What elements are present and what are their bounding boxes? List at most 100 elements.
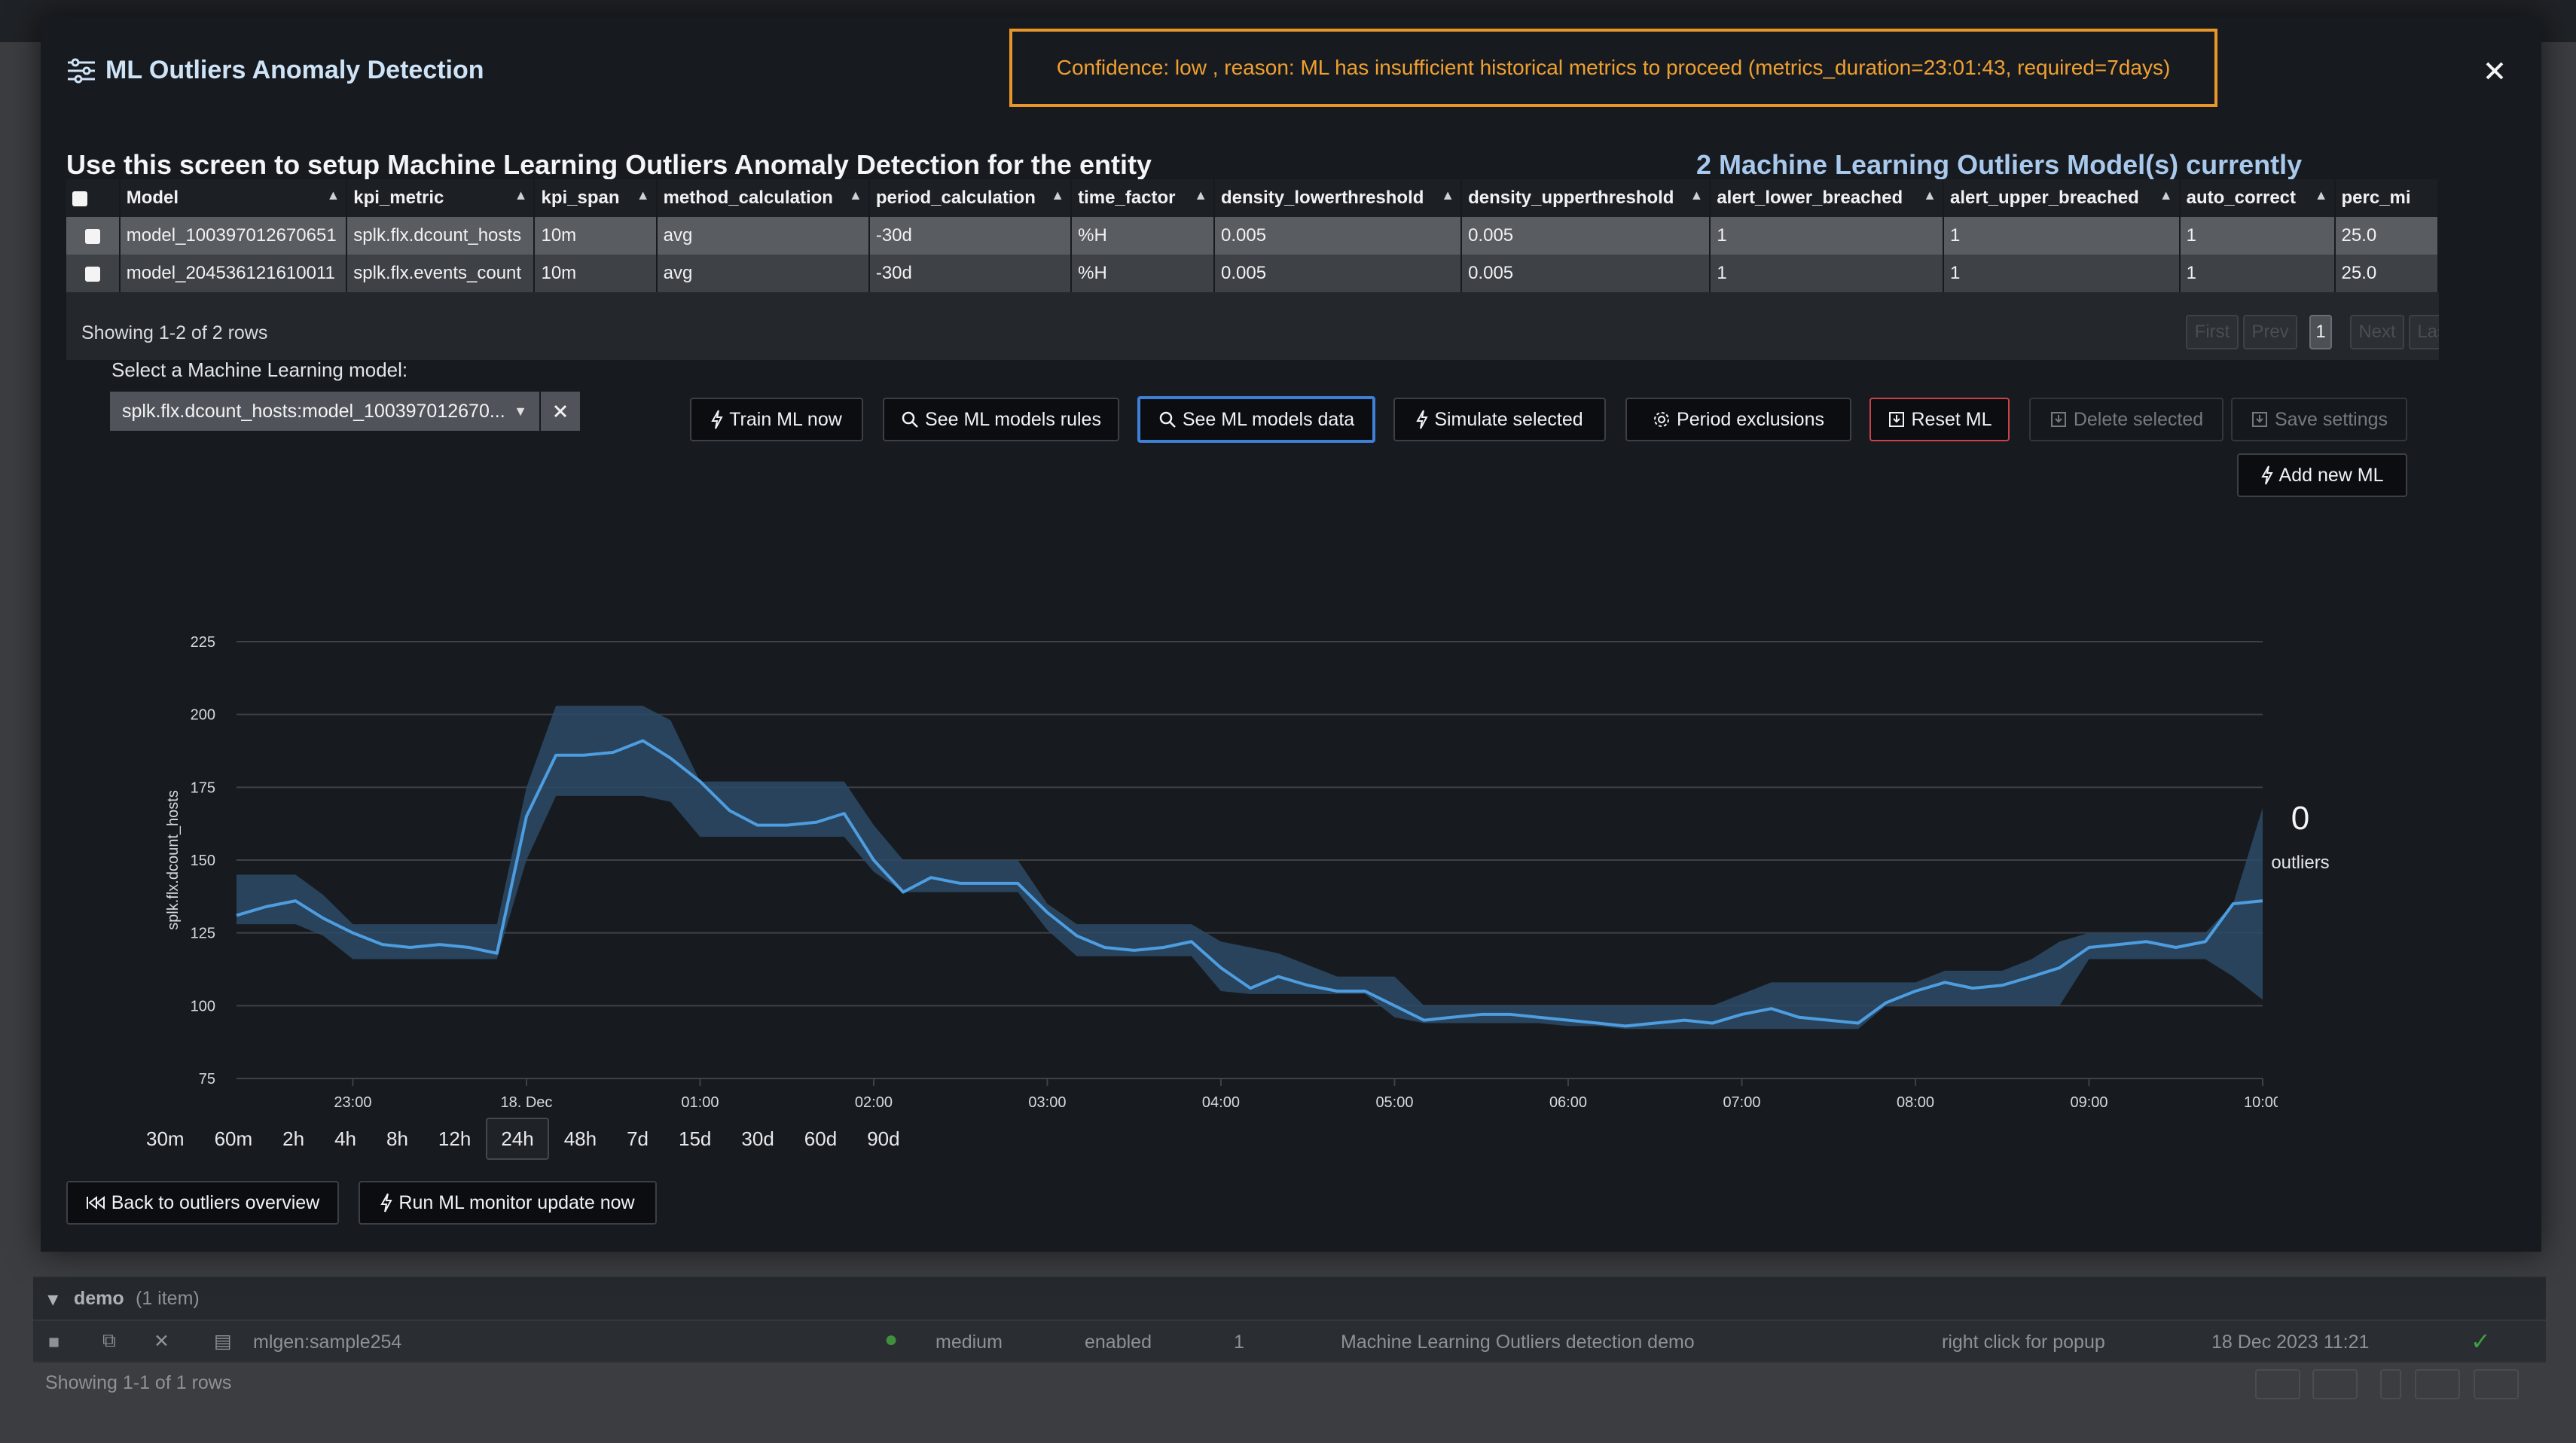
cell-auto-correct: 1 xyxy=(2179,217,2336,255)
delete-selected-button[interactable]: Delete selected xyxy=(2029,398,2223,441)
col-kpi-span[interactable]: kpi_span ▲ xyxy=(534,179,658,217)
range-24h[interactable]: 24h xyxy=(486,1118,549,1160)
cell-perc-min: 25.0 xyxy=(2334,255,2439,292)
y-axis-label: splk.flx.dcount_hosts xyxy=(165,790,182,930)
range-60d[interactable]: 60d xyxy=(804,1127,838,1150)
sort-icon: ▲ xyxy=(2159,188,2173,203)
see-ml-data-button[interactable]: See ML models data xyxy=(1137,396,1375,443)
close-icon[interactable] xyxy=(2480,56,2510,86)
x-tick-label: 09:00 xyxy=(2070,1094,2107,1111)
range-60m[interactable]: 60m xyxy=(214,1127,253,1150)
train-ml-button[interactable]: Train ML now xyxy=(690,398,863,441)
col-method-calculation[interactable]: method_calculation ▲ xyxy=(656,179,870,217)
col-kpi-metric[interactable]: kpi_metric ▲ xyxy=(346,179,536,217)
sort-icon: ▲ xyxy=(2314,188,2328,203)
chart-y-ticks: 225 200 175 150 125 100 75 xyxy=(191,634,215,1088)
last-update: 18 Dec 2023 11:21 xyxy=(2211,1332,2370,1353)
cell-kpi-metric: splk.flx.events_count xyxy=(346,255,536,292)
ml-outliers-modal: ML Outliers Anomaly Detection Confidence… xyxy=(41,17,2541,1252)
bg-page-last xyxy=(2474,1369,2519,1399)
cell-period-calculation: -30d xyxy=(868,255,1073,292)
run-ml-monitor-button[interactable]: Run ML monitor update now xyxy=(359,1181,657,1225)
sort-icon: ▲ xyxy=(1689,188,1704,203)
back-to-overview-button[interactable]: Back to outliers overview xyxy=(66,1181,339,1225)
series-line xyxy=(236,739,2263,1028)
col-time-factor[interactable]: time_factor ▲ xyxy=(1071,179,1216,217)
bg-page-prev xyxy=(2312,1369,2358,1399)
page-first-button[interactable]: First xyxy=(2186,315,2239,349)
range-15d[interactable]: 15d xyxy=(679,1127,712,1150)
sort-icon: ▲ xyxy=(849,188,862,203)
bg-page-next xyxy=(2415,1369,2460,1399)
range-12h[interactable]: 12h xyxy=(438,1127,472,1150)
models-count: 2 Machine Learning Outliers Model(s) cur… xyxy=(1696,149,2303,180)
object-name: mlgen:sample254 xyxy=(253,1332,402,1353)
row-checkbox[interactable] xyxy=(66,217,121,255)
modal-title: ML Outliers Anomaly Detection xyxy=(66,56,484,85)
select-all-checkbox[interactable] xyxy=(66,179,121,217)
cell-model: model_204536121610011 xyxy=(119,255,348,292)
sort-icon: ▲ xyxy=(636,188,650,203)
reset-ml-button[interactable]: Reset ML xyxy=(1869,398,2010,441)
save-settings-button[interactable]: Save settings xyxy=(2231,398,2407,441)
range-30d[interactable]: 30d xyxy=(741,1127,774,1150)
col-auto-correct[interactable]: auto_correct ▲ xyxy=(2179,179,2336,217)
col-alert-lower-breached[interactable]: alert_lower_breached ▲ xyxy=(1710,179,1944,217)
page-current[interactable]: 1 xyxy=(2309,315,2332,349)
x-tick-label: 02:00 xyxy=(855,1094,893,1111)
col-period-calculation[interactable]: period_calculation ▲ xyxy=(868,179,1073,217)
y-tick-label: 100 xyxy=(191,998,215,1014)
bg-page-first xyxy=(2255,1369,2300,1399)
y-tick-label: 225 xyxy=(191,634,215,651)
sort-icon: ▲ xyxy=(326,188,340,203)
background-group-row: ▾ demo (1 item) xyxy=(33,1276,2546,1319)
page-prev-button[interactable]: Prev xyxy=(2243,315,2297,349)
sort-icon: ▲ xyxy=(1441,188,1455,203)
clear-selection-button[interactable] xyxy=(541,392,580,431)
table-row[interactable]: model_100397012670651 splk.flx.dcount_ho… xyxy=(66,217,2439,255)
cell-alert-lower-breached: 1 xyxy=(1710,255,1944,292)
model-select[interactable]: splk.flx.dcount_hosts:model_100397012670… xyxy=(110,392,539,431)
sort-icon: ▲ xyxy=(1194,188,1208,203)
period-exclusions-button[interactable]: Period exclusions xyxy=(1625,398,1851,441)
col-alert-upper-breached[interactable]: alert_upper_breached ▲ xyxy=(1943,179,2181,217)
bolt-icon xyxy=(2260,465,2273,485)
simulate-selected-button[interactable]: Simulate selected xyxy=(1393,398,1606,441)
chart-gridlines xyxy=(237,641,2263,1079)
x-tick-label: 10:00 xyxy=(2244,1094,2278,1111)
col-model[interactable]: Model ▲ xyxy=(119,179,348,217)
sort-icon: ▲ xyxy=(1923,188,1937,203)
monitored-state: enabled xyxy=(1085,1332,1152,1353)
cell-alert-lower-breached: 1 xyxy=(1710,217,1944,255)
cell-time-factor: %H xyxy=(1071,217,1216,255)
see-ml-rules-button[interactable]: See ML models rules xyxy=(883,398,1119,441)
range-7d[interactable]: 7d xyxy=(627,1127,649,1150)
group-caret-icon: ▾ xyxy=(48,1289,58,1310)
range-4h[interactable]: 4h xyxy=(334,1127,356,1150)
range-8h[interactable]: 8h xyxy=(386,1127,408,1150)
confidence-alert: Confidence: low , reason: ML has insuffi… xyxy=(1009,29,2217,107)
row-checkbox-icon: ■ xyxy=(48,1332,60,1353)
row-checkbox[interactable] xyxy=(66,255,121,292)
page-last-button[interactable]: Last xyxy=(2409,315,2439,349)
range-48h[interactable]: 48h xyxy=(563,1127,597,1150)
check-icon: ✓ xyxy=(2471,1328,2491,1355)
page-next-button[interactable]: Next xyxy=(2350,315,2404,349)
col-density-lowerthreshold[interactable]: density_lowerthreshold ▲ xyxy=(1214,179,1463,217)
range-2h[interactable]: 2h xyxy=(282,1127,305,1150)
save-icon xyxy=(2251,412,2267,427)
background-item-row: ■ ⧉ ✕ ▤ mlgen:sample254 ● medium enabled… xyxy=(33,1319,2546,1363)
x-tick-label: 18. Dec xyxy=(500,1094,552,1111)
model-select-value: splk.flx.dcount_hosts:model_100397012670… xyxy=(122,400,505,422)
table-row[interactable]: model_204536121610011 splk.flx.events_co… xyxy=(66,255,2439,292)
range-90d[interactable]: 90d xyxy=(867,1127,900,1150)
col-density-upperthreshold[interactable]: density_upperthreshold ▲ xyxy=(1461,179,1711,217)
range-30m[interactable]: 30m xyxy=(146,1127,185,1150)
time-range-selector: 30m 60m 2h 4h 8h 12h 24h 48h 7d 15d 30d 60d 90d xyxy=(131,1118,915,1160)
y-tick-label: 150 xyxy=(191,853,215,869)
col-perc-min[interactable]: perc_mi xyxy=(2334,179,2439,217)
cell-auto-correct: 1 xyxy=(2179,255,2336,292)
caret-down-icon: ▼ xyxy=(514,403,527,419)
add-new-ml-button[interactable]: Add new ML xyxy=(2237,453,2407,497)
x-tick-label: 04:00 xyxy=(1202,1094,1240,1111)
